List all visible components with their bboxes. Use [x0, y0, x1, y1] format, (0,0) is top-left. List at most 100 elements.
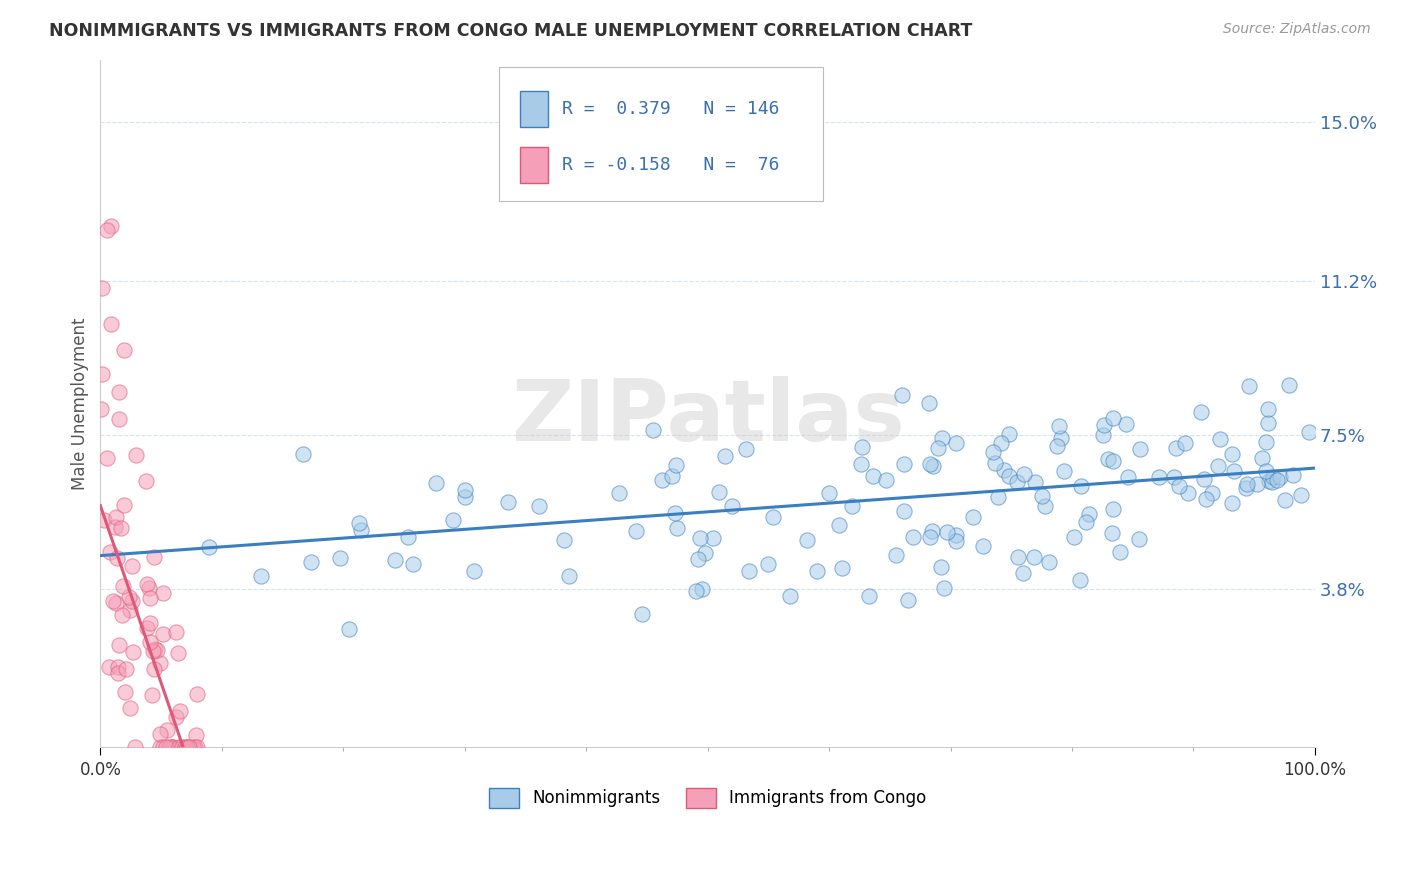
Point: [884, 548, 907, 562]
Legend: Nonimmigrants, Immigrants from Congo: Nonimmigrants, Immigrants from Congo: [482, 781, 932, 814]
Point: [987, 491, 1010, 505]
Point: [875, 473, 897, 487]
Point: [1007, 549, 1029, 564]
Point: [1278, 377, 1301, 392]
Point: [98, 545, 121, 559]
Point: [1246, 476, 1268, 491]
Point: [921, 459, 943, 474]
Point: [893, 503, 915, 517]
Point: [1222, 464, 1244, 478]
Point: [918, 396, 941, 410]
Point: [157, 740, 180, 755]
Point: [1102, 411, 1125, 425]
Point: [897, 593, 920, 607]
Point: [831, 561, 853, 575]
Point: [1102, 453, 1125, 467]
Text: NONIMMIGRANTS VS IMMIGRANTS FROM CONGO MALE UNEMPLOYMENT CORRELATION CHART: NONIMMIGRANTS VS IMMIGRANTS FROM CONGO M…: [49, 22, 973, 40]
Point: [1298, 425, 1320, 439]
Point: [972, 539, 994, 553]
Point: [1206, 459, 1229, 474]
Point: [105, 510, 128, 524]
Point: [1024, 475, 1046, 490]
Point: [945, 436, 967, 450]
Point: [851, 440, 873, 454]
Point: [1258, 474, 1281, 488]
Point: [120, 701, 142, 715]
Point: [454, 483, 477, 498]
Point: [90, 281, 112, 295]
Point: [1220, 496, 1243, 510]
Point: [993, 463, 1015, 477]
Point: [463, 564, 485, 578]
Point: [714, 449, 737, 463]
Point: [735, 442, 758, 456]
Point: [1109, 545, 1132, 559]
Point: [962, 509, 984, 524]
Point: [98, 660, 121, 674]
Point: [156, 723, 179, 738]
Point: [1267, 473, 1289, 487]
Point: [607, 486, 630, 500]
Point: [1263, 470, 1285, 484]
Point: [1092, 417, 1115, 432]
Point: [1257, 416, 1279, 430]
Point: [498, 495, 520, 509]
Point: [643, 423, 665, 437]
Point: [998, 427, 1021, 442]
Point: [186, 740, 208, 755]
Point: [849, 457, 872, 471]
Point: [1047, 418, 1070, 433]
Point: [527, 499, 550, 513]
Point: [162, 740, 184, 755]
Point: [1274, 492, 1296, 507]
Point: [197, 540, 219, 554]
Point: [441, 513, 464, 527]
Point: [152, 740, 174, 755]
Point: [121, 594, 143, 608]
Point: [1189, 405, 1212, 419]
Point: [1177, 486, 1199, 500]
Point: [1063, 531, 1085, 545]
Point: [1270, 470, 1292, 484]
Point: [107, 660, 129, 674]
Point: [250, 569, 273, 583]
Point: [107, 638, 129, 652]
Point: [139, 591, 162, 606]
Point: [929, 560, 952, 574]
Point: [690, 582, 713, 596]
Point: [174, 740, 197, 755]
Text: R = -0.158   N =  76: R = -0.158 N = 76: [562, 156, 780, 174]
Point: [1237, 378, 1260, 392]
Point: [108, 385, 131, 400]
Point: [685, 583, 707, 598]
Point: [1129, 442, 1152, 457]
Point: [112, 498, 135, 512]
Point: [91, 367, 114, 381]
Point: [818, 486, 841, 500]
Point: [425, 476, 447, 491]
Point: [702, 531, 724, 545]
Point: [1033, 499, 1056, 513]
Point: [114, 662, 136, 676]
Point: [695, 546, 717, 560]
Point: [138, 581, 160, 595]
Point: [1097, 452, 1119, 467]
Point: [167, 740, 190, 755]
Point: [111, 607, 134, 622]
Point: [112, 343, 135, 358]
Point: [779, 589, 801, 603]
Point: [918, 530, 941, 544]
Point: [186, 728, 208, 742]
Point: [110, 521, 132, 535]
Point: [858, 589, 880, 603]
Point: [918, 457, 941, 471]
Point: [664, 507, 686, 521]
Text: R =  0.379   N = 146: R = 0.379 N = 146: [562, 100, 780, 118]
Point: [1038, 555, 1060, 569]
Point: [136, 621, 159, 635]
Point: [624, 524, 647, 538]
Point: [291, 447, 314, 461]
Point: [90, 401, 112, 416]
Point: [1101, 525, 1123, 540]
Point: [651, 473, 673, 487]
